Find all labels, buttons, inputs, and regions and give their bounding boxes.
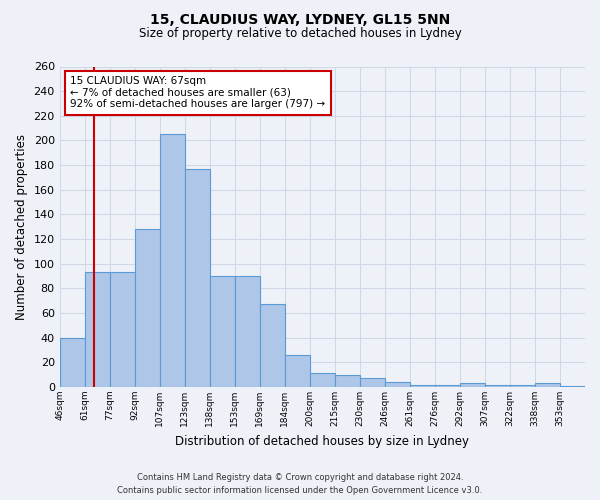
- Text: Size of property relative to detached houses in Lydney: Size of property relative to detached ho…: [139, 28, 461, 40]
- Bar: [360, 378, 385, 387]
- Bar: [310, 374, 335, 387]
- Bar: [335, 374, 360, 387]
- Bar: [160, 134, 185, 387]
- Bar: [260, 304, 285, 387]
- Bar: [210, 276, 235, 387]
- Bar: [110, 272, 135, 387]
- Bar: [410, 384, 435, 387]
- Bar: [435, 384, 460, 387]
- Bar: [385, 382, 410, 387]
- Bar: [59, 338, 85, 387]
- Text: 15 CLAUDIUS WAY: 67sqm
← 7% of detached houses are smaller (63)
92% of semi-deta: 15 CLAUDIUS WAY: 67sqm ← 7% of detached …: [70, 76, 325, 110]
- Bar: [235, 276, 260, 387]
- Bar: [135, 229, 160, 387]
- Bar: [285, 355, 310, 387]
- Bar: [485, 384, 510, 387]
- Bar: [185, 169, 210, 387]
- Text: Contains HM Land Registry data © Crown copyright and database right 2024.
Contai: Contains HM Land Registry data © Crown c…: [118, 474, 482, 495]
- Bar: [460, 384, 485, 387]
- Bar: [535, 384, 560, 387]
- X-axis label: Distribution of detached houses by size in Lydney: Distribution of detached houses by size …: [175, 434, 469, 448]
- Bar: [560, 386, 585, 387]
- Text: 15, CLAUDIUS WAY, LYDNEY, GL15 5NN: 15, CLAUDIUS WAY, LYDNEY, GL15 5NN: [150, 12, 450, 26]
- Y-axis label: Number of detached properties: Number of detached properties: [15, 134, 28, 320]
- Bar: [85, 272, 110, 387]
- Bar: [510, 384, 535, 387]
